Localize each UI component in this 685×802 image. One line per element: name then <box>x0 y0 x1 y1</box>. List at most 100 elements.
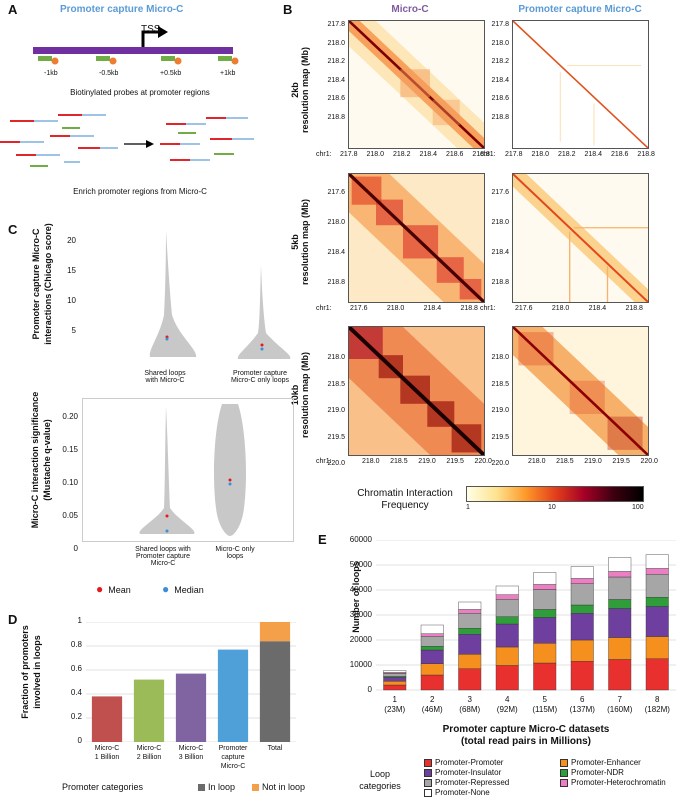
panel-c-letter: C <box>8 222 18 237</box>
panel-e-xlabel: Promoter capture Micro-C datasets (total … <box>442 724 610 747</box>
stacked-bar-segment <box>495 599 519 617</box>
x-tick-label: Micro-C 2 Billion <box>136 745 162 761</box>
top-cat2: Promoter capture Micro-C only loops <box>231 370 289 384</box>
stacked-bar-segment <box>533 643 557 664</box>
top-cat1: Shared loops with Micro-C <box>144 370 186 384</box>
loops-stacked-bar-chart <box>376 540 676 691</box>
colorbar-title: Chromatin Interaction Frequency <box>357 488 453 511</box>
bar <box>175 673 207 742</box>
stacked-bar-segment <box>645 606 669 637</box>
stacked-bar-segment <box>533 584 557 590</box>
tick-label: +1kb <box>220 70 236 77</box>
stacked-bar-segment <box>570 661 594 691</box>
heatmap-capture-5kb <box>512 173 649 303</box>
legend-item: Promoter-None <box>424 788 490 797</box>
x-tick-label: Micro-C 1 Billion <box>94 745 120 761</box>
stacked-bar-segment <box>383 681 407 686</box>
stacked-bar-segment <box>458 668 482 691</box>
stacked-bar-segment <box>458 601 482 610</box>
row2-yticks-left: 217.6 218.0 218.4 218.8 <box>327 189 345 286</box>
bar <box>133 679 165 742</box>
tick-label: +0.5kb <box>160 70 182 77</box>
stacked-bar-segment <box>420 624 444 634</box>
row3-yticks-left: 218.0 218.5 219.0 219.5 220.0 <box>327 354 345 467</box>
stacked-bar-segment <box>570 604 594 614</box>
stacked-bar-segment <box>495 665 519 691</box>
stacked-bar-segment <box>608 571 632 578</box>
y-tick-label: 0 <box>367 685 372 694</box>
row3-xticks-left: 218.0 218.5 219.0 219.5 220.0 <box>362 458 492 465</box>
x-tick-label: 5 (115M) <box>532 695 558 714</box>
bot-cat2: Micro-C only loops <box>215 546 255 560</box>
x-tick-label: 4 (92M) <box>496 695 518 714</box>
stacked-bar-segment <box>608 576 632 600</box>
probe <box>161 56 175 61</box>
legend-item: Promoter-Insulator <box>424 768 501 777</box>
bar <box>91 696 123 742</box>
x-tick-label: 2 (46M) <box>421 695 443 714</box>
row2-xticks-right: 217.6 218.0 218.4 218.8 <box>515 305 643 312</box>
y-tick-label: 20000 <box>349 635 372 644</box>
y-tick-label: 0.4 <box>70 688 82 697</box>
tss-arrow <box>141 30 160 47</box>
stacked-bar-segment <box>495 646 519 666</box>
legend-item: Promoter-NDR <box>560 768 624 777</box>
bar <box>259 641 291 742</box>
stacked-bar-segment <box>383 677 407 682</box>
chr-label: chr1: <box>316 458 332 465</box>
fraction-bar-chart <box>86 622 296 742</box>
stacked-bar-segment <box>420 633 444 637</box>
x-tick-label: 6 (137M) <box>569 695 595 714</box>
legend-median: ● Median <box>162 582 204 596</box>
stacked-bar-segment <box>608 659 632 691</box>
y-tick-label: 0.6 <box>70 664 82 673</box>
biotin <box>231 57 239 65</box>
col-title-microc: Micro-C <box>391 4 429 15</box>
heatmap-capture-10kb <box>512 326 649 456</box>
enrich-arrowhead <box>146 140 154 148</box>
bar <box>217 649 249 742</box>
stacked-bar-segment <box>570 583 594 606</box>
x-tick-label: Micro-C 3 Billion <box>178 745 204 761</box>
y-tick-label: 0 <box>77 736 82 745</box>
stacked-bar-segment <box>458 654 482 669</box>
probe <box>218 56 232 61</box>
panel-a-letter: A <box>8 2 18 17</box>
heatmap-microc-2kb <box>348 20 485 149</box>
stacked-bar-segment <box>608 637 632 660</box>
row3-yticks-right: 218.0 218.5 219.0 219.5 220.0 <box>491 354 509 467</box>
panel-d-ylabel: Fraction of promoters involved in loops <box>20 625 42 719</box>
y-tick-label: 1 <box>77 616 82 625</box>
panel-c-top-yticks: 20 15 10 5 <box>67 236 76 335</box>
row2-xticks-left: 217.6 218.0 218.4 218.8 <box>350 305 478 312</box>
row1-yticks-right: 217.8 218.0 218.2 218.4 218.6 218.8 <box>491 21 509 121</box>
legend-item: Promoter-Heterochromatin <box>560 778 666 787</box>
stacked-bar-segment <box>533 589 557 610</box>
legend-in-loop: In loop <box>198 782 235 792</box>
stacked-bar-segment <box>458 609 482 614</box>
stacked-bar-segment <box>608 557 632 572</box>
stacked-bar-segment <box>533 617 557 644</box>
stacked-bar-segment <box>495 585 519 595</box>
stacked-bar-segment <box>533 609 557 618</box>
biotin <box>51 57 59 65</box>
panel-e-xlabels: 1 (23M) 2 (46M) 3 (68M) 4 (92M) 5 (115M) 6 (137M) 7(… <box>376 695 676 719</box>
panel-b-letter: B <box>283 2 293 17</box>
chr-label: chr1: <box>480 151 496 158</box>
tss-label: TSS <box>141 24 161 35</box>
row1-xticks-right: 217.8 218.0 218.2 218.4 218.6 218.8 <box>505 151 655 158</box>
median-marker <box>228 482 232 486</box>
stacked-bar-segment <box>570 566 594 579</box>
promoter-capture-schematic <box>0 26 254 167</box>
panel-d-legend-title: Promoter categories <box>62 782 144 792</box>
stacked-bar-segment <box>458 628 482 635</box>
violin-shared-capture <box>139 406 195 534</box>
colorbar <box>466 486 644 502</box>
panel-d-yticks: 1 0.8 0.6 0.4 0.2 0 <box>66 616 82 745</box>
stacked-bar-segment <box>420 674 444 691</box>
legend-item: Promoter-Promoter <box>424 758 503 767</box>
y-tick-label: 50000 <box>349 560 372 569</box>
biotin <box>174 57 182 65</box>
stacked-bar-segment <box>383 684 407 691</box>
colorbar-tick: 100 <box>632 504 644 511</box>
